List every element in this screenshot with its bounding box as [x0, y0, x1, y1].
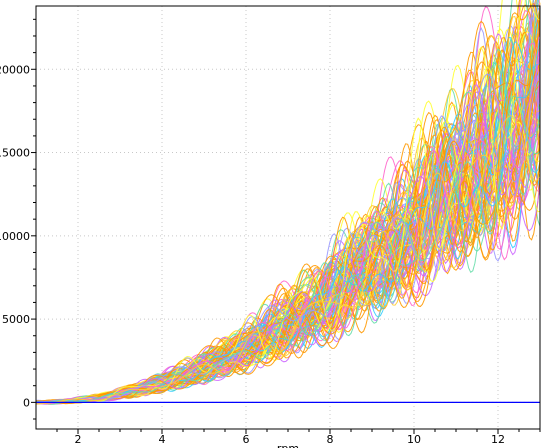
x-tick-label: 2 — [75, 433, 82, 446]
series-line — [35, 39, 541, 403]
x-tick-label: 12 — [491, 433, 505, 446]
series-line — [35, 32, 541, 405]
y-tick-label: 15000 — [0, 147, 30, 160]
series-line — [36, 95, 541, 404]
y-tick-label: 10000 — [0, 230, 30, 243]
y-tick-label: 20000 — [0, 63, 30, 76]
y-tick-label: 5000 — [2, 313, 30, 326]
x-tick-label: 10 — [407, 433, 421, 446]
series-group — [35, 0, 541, 405]
series-line — [35, 42, 541, 403]
x-axis: 2 4 6 8 10 12 — [56, 429, 541, 446]
x-tick-label: 6 — [243, 433, 250, 446]
y-axis: 0 5000 10000 15000 20000 — [0, 18, 36, 420]
series-line — [35, 70, 541, 403]
series-line — [35, 115, 541, 404]
series-line — [35, 0, 537, 404]
y-tick-label: 0 — [23, 396, 30, 409]
x-axis-label: rpm — [277, 442, 299, 448]
series-line — [35, 2, 541, 405]
series-line — [35, 0, 541, 405]
x-tick-label: 4 — [159, 433, 166, 446]
x-tick-label: 8 — [327, 433, 334, 446]
